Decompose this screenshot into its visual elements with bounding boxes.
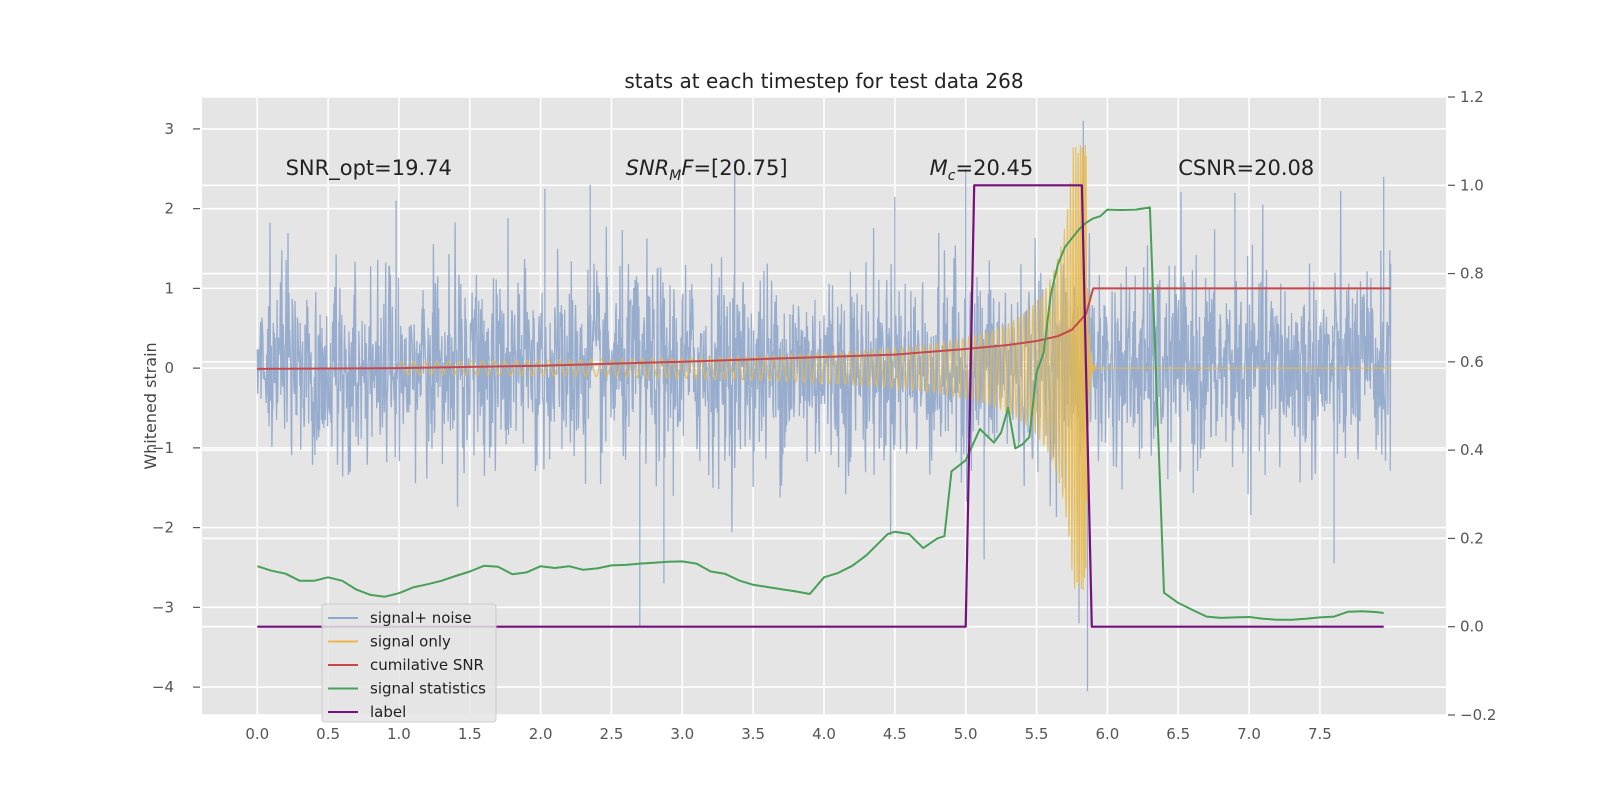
legend-box: [321, 603, 497, 723]
series-cumulative-snr: [257, 287, 1391, 370]
y-axis-label: Whitened strain: [141, 342, 160, 469]
y2-tick-label: 1.0: [1460, 176, 1484, 194]
y2-tick-label: 0.2: [1460, 529, 1484, 547]
annotation-snr-mf: SNRMF=[20.75]: [626, 156, 788, 184]
x-tick-label: 5.0: [954, 725, 978, 743]
x-tick-label: 4.5: [883, 725, 907, 743]
y2-tick-label: 0.6: [1460, 353, 1484, 371]
y-tick-label: 0: [164, 359, 174, 377]
y-tick-label: −2: [152, 519, 174, 537]
x-tick-label: 6.0: [1095, 725, 1119, 743]
legend-label: signal+ noise: [370, 609, 472, 627]
y-tick-label: −4: [152, 678, 174, 696]
x-tick-label: 1.0: [387, 725, 411, 743]
x-tick-label: 3.5: [741, 725, 765, 743]
series-signal-noise: [256, 120, 1392, 692]
x-tick-label: 2.0: [529, 725, 553, 743]
x-tick-label: 0.0: [245, 725, 269, 743]
legend-label: label: [370, 703, 406, 721]
x-tick-label: 6.5: [1166, 725, 1190, 743]
y-tick-label: 2: [164, 200, 174, 218]
annotation-mc: Mc=20.45: [930, 156, 1034, 184]
legend-label: cumilative SNR: [370, 656, 484, 674]
x-tick-label: 2.5: [600, 725, 624, 743]
annotations: SNR_opt=19.74 SNRMF=[20.75] Mc=20.45 CSNR=2…: [286, 156, 1315, 184]
x-tick-label: 7.0: [1237, 725, 1261, 743]
chart-title: stats at each timestep for test data 268: [624, 69, 1023, 93]
series-layer: [256, 120, 1392, 692]
y2-tick-label: 0.8: [1460, 265, 1484, 283]
y-tick-label: −1: [152, 439, 174, 457]
axes: 0.0 0.5 1.0 1.5 2.0 2.5 3.0 3.5 4.0 4.5 5.0 5.5 6.0 6…: [152, 88, 1497, 743]
series-signal-only: [398, 144, 1391, 591]
y2-tick-label: 0.4: [1460, 441, 1484, 459]
legend-label: signal only: [370, 633, 451, 651]
x-tick-label: 7.5: [1308, 725, 1332, 743]
annotation-csnr: CSNR=20.08: [1178, 156, 1314, 180]
annotation-snr-opt: SNR_opt=19.74: [286, 156, 452, 181]
y-tick-label: −3: [152, 598, 174, 616]
legend: signal+ noise signal only cumilative SNR si…: [321, 603, 497, 723]
legend-label: signal statistics: [370, 680, 486, 698]
y2-tick-label: −0.2: [1460, 706, 1496, 724]
y-tick-label: 1: [164, 279, 174, 297]
series-label: [257, 184, 1384, 628]
series-signal-statistics: [256, 206, 1384, 621]
y2-tick-label: 0.0: [1460, 618, 1484, 636]
y2-tick-label: 1.2: [1460, 88, 1484, 106]
x-tick-label: 1.5: [458, 725, 482, 743]
x-tick-label: 0.5: [316, 725, 340, 743]
x-tick-label: 4.0: [812, 725, 836, 743]
y-tick-label: 3: [164, 120, 174, 138]
x-tick-label: 3.0: [670, 725, 694, 743]
x-tick-label: 5.5: [1025, 725, 1049, 743]
